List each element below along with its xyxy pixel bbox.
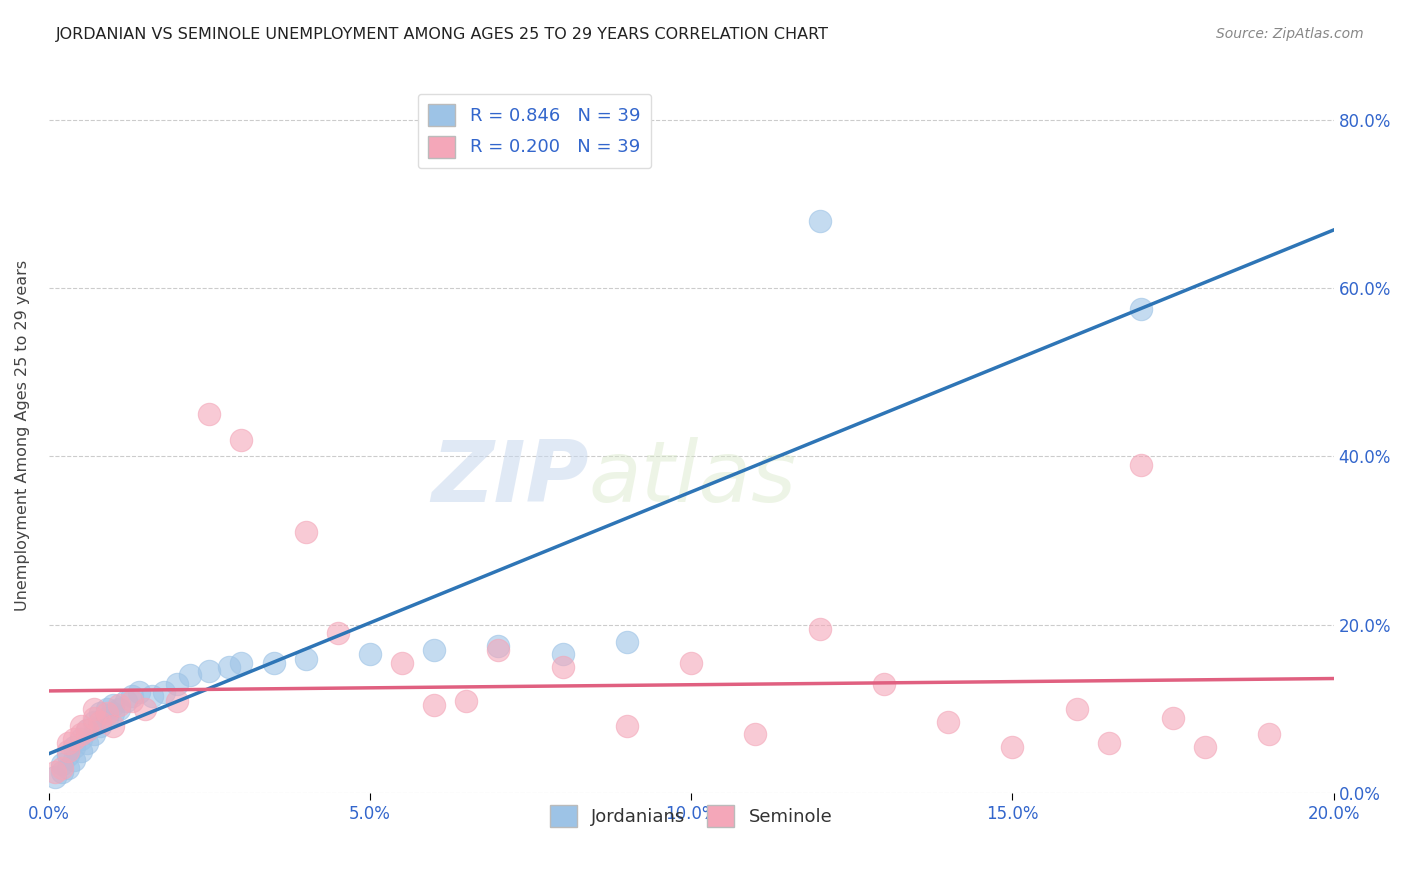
Point: [231, 656, 253, 670]
Point: [616, 634, 638, 648]
Point: [89, 706, 111, 721]
Point: [359, 648, 381, 662]
Point: [70, 719, 93, 733]
Legend: Jordanians, Seminole: Jordanians, Seminole: [543, 798, 839, 834]
Point: [44, 765, 66, 780]
Point: [423, 643, 446, 657]
Point: [744, 727, 766, 741]
Y-axis label: Unemployment Among Ages 25 to 29 years: Unemployment Among Ages 25 to 29 years: [15, 260, 30, 611]
Point: [936, 714, 959, 729]
Point: [1161, 710, 1184, 724]
Point: [121, 690, 143, 704]
Point: [231, 433, 253, 447]
Point: [1258, 727, 1281, 741]
Point: [141, 690, 163, 704]
Text: atlas: atlas: [588, 437, 796, 520]
Point: [89, 719, 111, 733]
Point: [70, 727, 93, 741]
Point: [76, 723, 98, 738]
Point: [56, 744, 79, 758]
Point: [63, 739, 86, 754]
Text: Source: ZipAtlas.com: Source: ZipAtlas.com: [1216, 27, 1364, 41]
Point: [83, 714, 105, 729]
Point: [873, 677, 896, 691]
Point: [134, 702, 156, 716]
Point: [76, 736, 98, 750]
Point: [179, 668, 201, 682]
Point: [294, 525, 316, 540]
Point: [101, 706, 124, 721]
Point: [391, 656, 413, 670]
Point: [198, 664, 221, 678]
Point: [70, 744, 93, 758]
Point: [56, 748, 79, 763]
Point: [198, 408, 221, 422]
Point: [326, 626, 349, 640]
Point: [263, 656, 285, 670]
Text: JORDANIAN VS SEMINOLE UNEMPLOYMENT AMONG AGES 25 TO 29 YEARS CORRELATION CHART: JORDANIAN VS SEMINOLE UNEMPLOYMENT AMONG…: [56, 27, 830, 42]
Point: [166, 677, 188, 691]
Point: [128, 685, 150, 699]
Point: [115, 694, 138, 708]
Point: [44, 770, 66, 784]
Point: [153, 685, 176, 699]
Point: [96, 710, 118, 724]
Point: [808, 213, 831, 227]
Point: [1098, 736, 1121, 750]
Point: [218, 660, 240, 674]
Point: [108, 702, 131, 716]
Point: [294, 651, 316, 665]
Text: ZIP: ZIP: [430, 437, 588, 520]
Point: [1129, 458, 1152, 472]
Point: [51, 765, 73, 780]
Point: [56, 736, 79, 750]
Point: [96, 702, 118, 716]
Point: [1194, 739, 1216, 754]
Point: [423, 698, 446, 712]
Point: [551, 648, 574, 662]
Point: [808, 622, 831, 636]
Point: [63, 731, 86, 746]
Point: [56, 761, 79, 775]
Point: [83, 710, 105, 724]
Point: [1129, 301, 1152, 316]
Point: [76, 723, 98, 738]
Point: [488, 643, 510, 657]
Point: [456, 694, 478, 708]
Point: [70, 731, 93, 746]
Point: [83, 727, 105, 741]
Point: [101, 719, 124, 733]
Point: [681, 656, 703, 670]
Point: [51, 756, 73, 771]
Point: [121, 694, 143, 708]
Point: [166, 694, 188, 708]
Point: [63, 753, 86, 767]
Point: [1001, 739, 1024, 754]
Point: [101, 698, 124, 712]
Point: [616, 719, 638, 733]
Point: [108, 698, 131, 712]
Point: [488, 639, 510, 653]
Point: [51, 761, 73, 775]
Point: [83, 702, 105, 716]
Point: [551, 660, 574, 674]
Point: [1066, 702, 1088, 716]
Point: [96, 706, 118, 721]
Point: [89, 714, 111, 729]
